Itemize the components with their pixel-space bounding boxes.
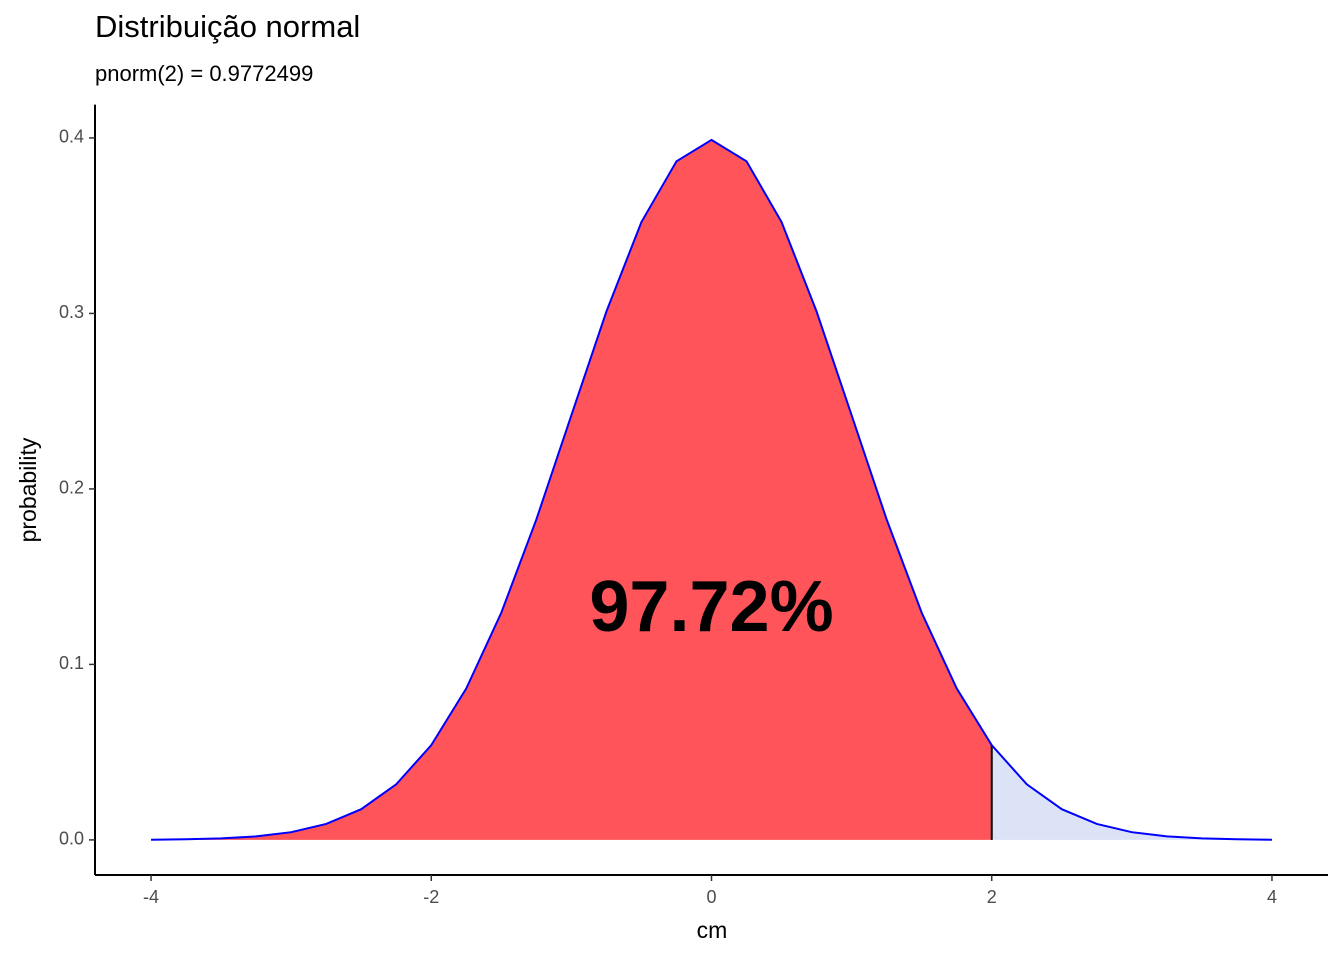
y-tick-label: 0.4 — [59, 127, 84, 147]
y-tick-label: 0.0 — [59, 829, 84, 849]
annotation: 97.72% — [589, 567, 833, 647]
x-tick-label: 0 — [706, 887, 716, 907]
y-axis-title: probability — [15, 437, 41, 542]
chart-title: Distribuição normal — [95, 9, 360, 44]
x-tick-label: -2 — [423, 887, 439, 907]
y-tick-label: 0.1 — [59, 653, 84, 673]
y-tick-label: 0.2 — [59, 478, 84, 498]
x-tick-label: -4 — [143, 887, 159, 907]
chart-subtitle: pnorm(2) = 0.9772499 — [95, 61, 313, 86]
area-above — [991, 745, 1272, 840]
density-line — [151, 138, 1272, 841]
x-tick-label: 2 — [987, 887, 997, 907]
area-below — [151, 139, 992, 840]
x-axis-title: cm — [697, 917, 728, 943]
y-tick-label: 0.3 — [59, 302, 84, 322]
x-tick-label: 4 — [1267, 887, 1277, 907]
